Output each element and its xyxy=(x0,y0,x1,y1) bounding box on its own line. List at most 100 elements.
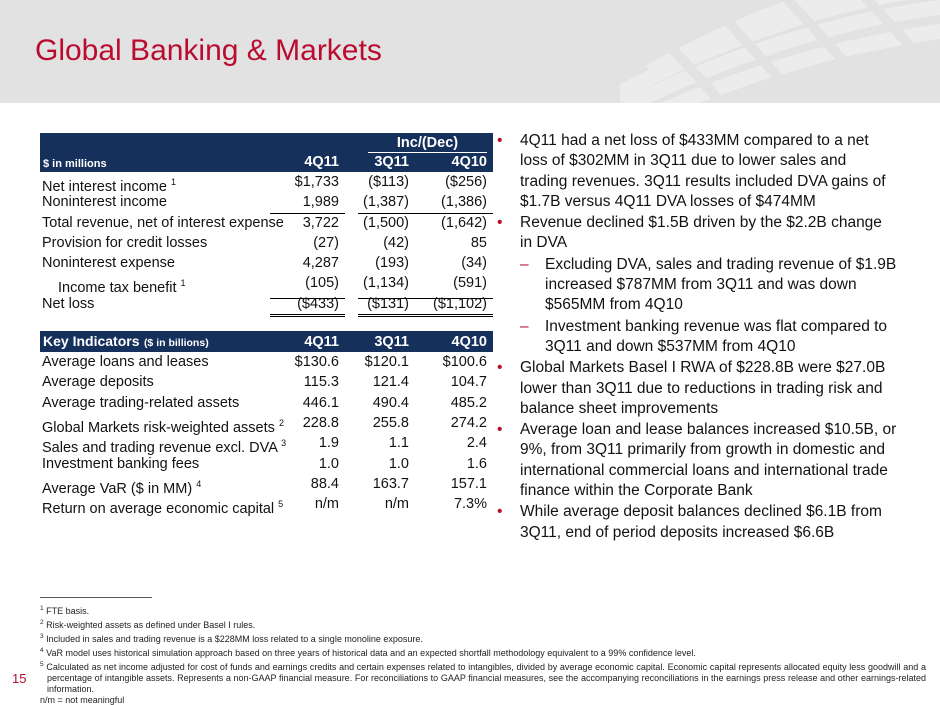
cell-value: 157.1 xyxy=(450,475,487,492)
cell-value: 115.3 xyxy=(303,374,339,391)
footnote: 4 VaR model uses historical simulation a… xyxy=(40,645,926,659)
bullet-item: • Global Markets Basel I RWA of $228.8B w… xyxy=(497,358,897,419)
row-label-cell: Average VaR ($ in MM) 4 xyxy=(40,474,280,499)
row-label: Provision for credit losses xyxy=(42,234,208,251)
col-header-3q11: 3Q11 xyxy=(374,154,409,170)
footnote-ref: 5 xyxy=(278,499,284,510)
row-label: Average trading-related assets xyxy=(42,394,240,411)
cell-value: (34) xyxy=(461,255,487,272)
flag-motif-graphic xyxy=(620,0,940,103)
footnote-number: 2 xyxy=(40,619,44,626)
row-label-cell: Investment banking fees xyxy=(40,454,280,474)
cell-value: n/m xyxy=(384,496,409,513)
cell-value: (1,500) xyxy=(363,214,409,231)
bullet-marker: • xyxy=(497,359,503,377)
cell-value: ($131) xyxy=(358,294,415,318)
cell-value: n/m xyxy=(314,496,339,513)
cell-value: (105) xyxy=(270,273,345,299)
bullet-marker: • xyxy=(497,503,503,521)
cell-value: 4,287 xyxy=(302,255,339,272)
row-label-cell: Average deposits xyxy=(40,372,280,392)
sub-bullet-item: – Excluding DVA, sales and trading revenu… xyxy=(520,255,897,316)
cell-value: (1,134) xyxy=(358,273,415,299)
table-row: Average deposits 115.3 121.4 104.7 xyxy=(40,372,493,392)
footnote-text: VaR model uses historical simulation app… xyxy=(46,648,696,658)
row-label-cell: Noninterest income xyxy=(40,192,280,213)
cell-value: 1.9 xyxy=(318,435,339,452)
footnote-text: FTE basis. xyxy=(46,606,90,616)
table-row: Income tax benefit 1 (105) (1,134) (591) xyxy=(40,273,493,299)
key-indicators-body: Average loans and leases $130.6 $120.1 $100… xyxy=(40,352,493,517)
cell-value: 490.4 xyxy=(372,394,409,411)
footnote-divider xyxy=(40,597,152,598)
row-label-cell: Provision for credit losses xyxy=(40,233,280,253)
bullet-text: 4Q11 had a net loss of $433MM compared t… xyxy=(520,132,886,210)
header-band: Global Banking & Markets xyxy=(0,0,940,103)
key-indicators-units: ($ in billions) xyxy=(143,336,209,349)
bullet-item: • 4Q11 had a net loss of $433MM compared … xyxy=(497,131,897,212)
cell-value: 1.6 xyxy=(466,455,487,472)
footnote-ref: 1 xyxy=(170,177,176,187)
cell-value: $130.6 xyxy=(294,354,339,371)
row-label: Investment banking fees xyxy=(42,455,200,472)
cell-value: 1.0 xyxy=(388,455,409,472)
bullet-item: • Average loan and lease balances increas… xyxy=(497,420,897,501)
footnote-number: 3 xyxy=(40,633,44,640)
row-label-cell: Total revenue, net of interest expense xyxy=(40,213,284,233)
table-row: Noninterest expense 4,287 (193) (34) xyxy=(40,253,493,273)
cell-value: 7.3% xyxy=(453,496,487,513)
units-label: $ in millions xyxy=(43,158,107,170)
incdec-group-header: Inc/(Dec) xyxy=(396,135,459,151)
cell-value: 446.1 xyxy=(302,394,339,411)
table-row: Average trading-related assets 446.1 490.4… xyxy=(40,393,493,413)
financials-column: Inc/(Dec) $ in millions 4Q11 3Q11 4Q10 N… xyxy=(40,133,493,517)
row-label: Income tax benefit xyxy=(58,280,177,297)
table-row: Provision for credit losses (27) (42) 85 xyxy=(40,233,493,253)
footnote: 3 Included in sales and trading revenue … xyxy=(40,631,926,645)
footnote-text: Calculated as net income adjusted for co… xyxy=(46,662,926,694)
cell-value: 2.4 xyxy=(466,435,487,452)
bullet-text: Investment banking revenue was flat comp… xyxy=(545,317,888,355)
dash-marker: – xyxy=(520,317,529,335)
col-header-4q10: 4Q10 xyxy=(451,333,487,350)
cell-value: (1,387) xyxy=(358,192,415,214)
cell-value: ($1,102) xyxy=(415,294,493,318)
page-number: 15 xyxy=(12,671,27,686)
row-label: Noninterest income xyxy=(42,194,167,211)
row-label-cell: Noninterest expense xyxy=(40,253,280,273)
cell-value: 1,989 xyxy=(270,192,345,214)
row-label: Average loans and leases xyxy=(42,354,209,371)
row-label-cell: Net interest income 1 xyxy=(40,172,280,197)
income-table-body: Net interest income 1 $1,733 ($113) ($256) N… xyxy=(40,172,493,318)
bullet-text: While average deposit balances declined … xyxy=(520,503,882,541)
col-header-4q11: 4Q11 xyxy=(304,333,339,350)
bullet-marker: • xyxy=(497,132,503,149)
row-label: Global Markets risk-weighted assets xyxy=(42,419,275,436)
footnote-number: 4 xyxy=(40,647,44,654)
incdec-underline xyxy=(368,152,487,153)
key-indicators-label: Key Indicators xyxy=(43,332,140,349)
footnote-list: 1 FTE basis. 2 Risk-weighted assets as de… xyxy=(40,603,926,695)
footnote-text: Risk-weighted assets as defined under Ba… xyxy=(46,620,256,630)
sub-bullet-item: – Investment banking revenue was flat com… xyxy=(520,317,897,358)
cell-value: $100.6 xyxy=(442,354,487,371)
cell-value: 104.7 xyxy=(450,374,487,391)
footnote-nm: n/m = not meaningful xyxy=(40,695,125,705)
row-label: Total revenue, net of interest expense xyxy=(42,214,284,231)
col-header-3q11: 3Q11 xyxy=(374,333,409,350)
income-table-header: Inc/(Dec) $ in millions 4Q11 3Q11 4Q10 xyxy=(40,133,493,172)
footnote-number: 1 xyxy=(40,605,44,612)
bullet-marker: • xyxy=(497,421,503,439)
cell-value: 274.2 xyxy=(450,414,487,431)
cell-value: $120.1 xyxy=(364,354,409,371)
table-row: Noninterest income 1,989 (1,387) (1,386) xyxy=(40,192,493,214)
cell-value: (1,642) xyxy=(441,214,487,231)
cell-value: 88.4 xyxy=(310,475,339,492)
bullet-text: Average loan and lease balances increase… xyxy=(520,421,897,500)
col-header-4q11: 4Q11 xyxy=(304,154,339,170)
commentary-column: • 4Q11 had a net loss of $433MM compared … xyxy=(497,131,897,544)
table-row: Global Markets risk-weighted assets 2 228… xyxy=(40,413,493,436)
table-row: Average loans and leases $130.6 $120.1 $100… xyxy=(40,352,493,372)
key-indicators-table: Key Indicators ($ in billions) 4Q11 3Q11… xyxy=(40,331,493,517)
cell-value: (42) xyxy=(383,234,409,251)
